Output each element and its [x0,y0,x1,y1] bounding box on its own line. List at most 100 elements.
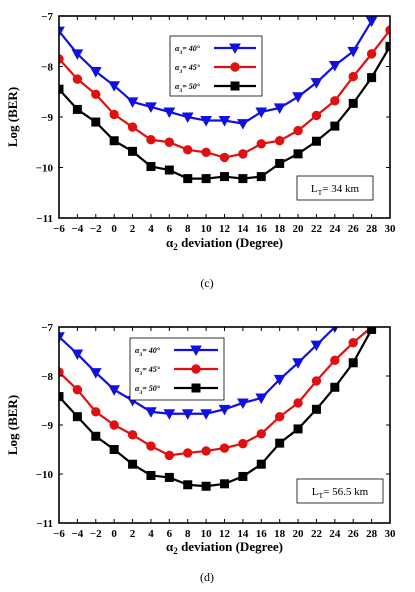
data-point [146,470,156,480]
data-point [311,110,322,121]
legend-marker [190,345,202,357]
data-point [91,407,101,417]
x-tick-label: 14 [237,223,249,235]
y-tick-label: −8 [41,371,53,383]
data-point [183,174,193,184]
data-point [256,459,266,469]
x-tick-label: −4 [71,223,83,235]
y-tick-label: −9 [41,420,53,432]
y-tick-label: −10 [36,163,54,175]
x-tick-label: −6 [53,223,65,235]
series-line [59,327,336,415]
series-1 [59,327,339,420]
x-tick-label: 2 [130,223,136,235]
data-point [145,407,157,418]
x-tick-label: 24 [329,223,341,235]
data-point [163,409,176,420]
x-tick-label: 0 [111,223,117,235]
data-point [183,145,193,155]
data-point [367,73,377,83]
x-tick-label: 16 [256,528,268,540]
legend-label: α3​= 50° [135,384,161,396]
data-point [275,158,285,168]
data-point [181,409,194,420]
data-point [219,152,230,163]
x-tick-label: −2 [90,223,102,235]
y-tick-label: −10 [36,469,54,481]
fiber-length-annotation: LT​= 56.5 km [296,478,384,504]
data-point [109,109,119,120]
data-point [238,438,248,449]
x-tick-label: 20 [293,223,305,235]
x-tick-label: −2 [90,528,102,540]
legend-label: α3​= 40° [135,346,161,358]
data-point [89,67,102,78]
y-tick-label: −11 [36,518,53,530]
data-point [128,146,138,156]
y-tick-label: −8 [41,62,53,74]
data-point [311,404,321,414]
data-point [347,46,360,58]
data-point [256,172,266,182]
x-tick-label: 4 [148,528,154,540]
legend-label: α3​= 45° [135,365,161,377]
x-tick-label: 8 [185,528,191,540]
x-tick-label: 2 [130,528,136,540]
x-tick-label: 22 [311,223,323,235]
x-tick-label: 6 [167,223,173,235]
data-point [311,376,322,386]
data-point [126,97,139,108]
series-2 [59,25,390,163]
x-tick-label: 6 [167,528,173,540]
x-tick-label: 24 [329,528,341,540]
x-tick-label: 30 [385,223,397,235]
x-tick-label: 4 [148,223,154,235]
y-tick-label: −7 [41,322,53,334]
data-point [220,172,229,182]
data-point [273,103,286,114]
data-point [164,165,174,175]
data-point [328,60,341,72]
data-point [109,420,119,430]
x-tick-label: 22 [311,528,323,540]
legend-label: α3​= 45° [175,63,201,75]
x-tick-label: 0 [111,528,117,540]
x-tick-label: 10 [201,528,213,540]
data-point [200,116,212,127]
y-tick-label: −11 [36,213,53,225]
data-point [218,116,231,127]
data-point [72,385,83,395]
x-tick-label: 30 [385,528,397,540]
data-point [293,149,303,159]
data-point [274,411,285,422]
data-point [275,438,285,448]
panel-caption: (d) [200,570,214,584]
data-point [72,104,82,114]
data-point [181,112,194,124]
data-point [89,368,102,379]
legend-item: α3​= 40° [175,43,256,56]
data-point [366,49,377,59]
data-point [108,385,121,396]
fiber-length-annotation: LT​= 34 km [296,175,374,201]
x-tick-label: 26 [348,223,360,235]
data-point [127,430,138,440]
data-point [164,137,175,147]
data-point [256,429,266,439]
legend-marker [230,81,240,91]
legend-item: α3​= 50° [175,81,256,94]
data-point [183,448,193,458]
data-point [109,445,119,454]
data-point [164,472,174,482]
data-point [238,174,248,184]
x-tick-label: 14 [237,528,249,540]
data-point [237,119,249,130]
legend-item: α3​= 45° [175,62,256,75]
data-point [274,136,285,146]
data-point [255,393,268,405]
data-point [59,392,64,402]
data-point [310,340,323,352]
chart-panel-d: −6 −4 −2 0 2 4 6 8 10 12 14 16 18 20 22 24 26 28 30−11−10−… [5,322,396,584]
data-point [183,480,193,490]
